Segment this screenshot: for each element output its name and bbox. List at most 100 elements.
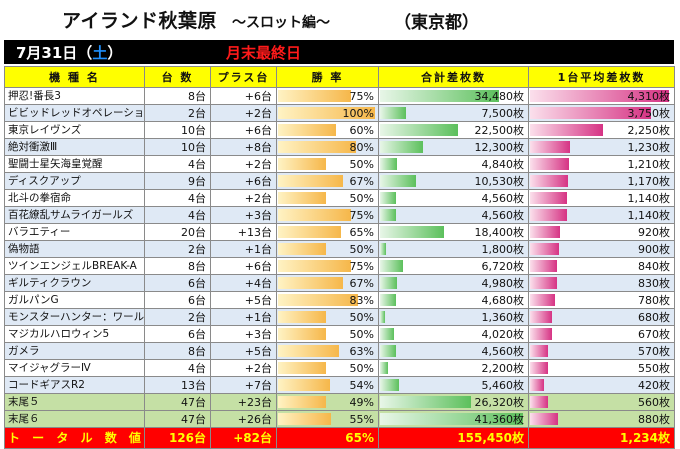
table-row: バラエティー 20台 +13台 65% 18,400枚 920枚 (4, 223, 675, 241)
plus-cell: +8台 (210, 138, 277, 156)
total-diff-cell-bar (380, 226, 444, 238)
table-header-row: 機 種 名 台 数 プラス台 勝 率 合計差枚数 1台平均差枚数 (4, 66, 675, 88)
avg-diff-cell-value: 1,170枚 (627, 174, 671, 188)
avg-diff-cell-value: 560枚 (638, 395, 670, 409)
units-cell: 2台 (144, 240, 211, 258)
units-cell: 4台 (144, 206, 211, 224)
machine-name: 東京レイヴンズ (4, 121, 145, 139)
winrate-cell: 55% (276, 410, 379, 428)
plus-cell: +3台 (210, 325, 277, 343)
total-diff-cell-value: 4,680枚 (481, 293, 525, 307)
total-diff-cell-value: 12,300枚 (474, 140, 525, 154)
units-cell: 20台 (144, 223, 211, 241)
avg-diff-cell: 550枚 (528, 359, 675, 377)
table-row: ガメラ 8台 +5台 63% 4,560枚 570枚 (4, 342, 675, 360)
units-cell: 6台 (144, 325, 211, 343)
plus-cell: +2台 (210, 189, 277, 207)
avg-diff-cell-value: 1,210枚 (627, 157, 671, 171)
total-total-diff: 155,450枚 (378, 427, 529, 449)
winrate-cell: 54% (276, 376, 379, 394)
avg-diff-cell-bar (530, 260, 558, 272)
avg-diff-cell-value: 900枚 (638, 242, 670, 256)
winrate-cell-value: 50% (349, 157, 374, 171)
avg-diff-cell: 4,310枚 (528, 87, 675, 105)
table-row: ツインエンジェルBREAK-A 8台 +6台 75% 6,720枚 840枚 (4, 257, 675, 275)
winrate-cell: 49% (276, 393, 379, 411)
avg-diff-cell-value: 1,140枚 (627, 191, 671, 205)
winrate-cell-value: 80% (349, 140, 374, 154)
winrate-cell-value: 83% (349, 293, 374, 307)
avg-diff-cell-value: 420枚 (638, 378, 670, 392)
table-row: 聖闘士星矢海皇覚醒 4台 +2台 50% 4,840枚 1,210枚 (4, 155, 675, 173)
units-cell: 6台 (144, 274, 211, 292)
total-diff-cell-value: 4,020枚 (481, 327, 525, 341)
winrate-cell-bar (278, 107, 375, 119)
table-row: ギルティクラウン 6台 +4台 67% 4,980枚 830枚 (4, 274, 675, 292)
col-header-winrate: 勝 率 (276, 66, 379, 88)
winrate-cell-bar (278, 396, 326, 408)
total-diff-cell-bar (380, 90, 500, 102)
avg-diff-cell: 830枚 (528, 274, 675, 292)
total-diff-cell: 1,360枚 (378, 308, 529, 326)
total-diff-cell-bar (380, 124, 458, 136)
total-diff-cell-value: 4,560枚 (481, 208, 525, 222)
winrate-cell: 60% (276, 121, 379, 139)
winrate-cell-value: 65% (349, 225, 374, 239)
avg-diff-cell: 3,750枚 (528, 104, 675, 122)
avg-diff-cell: 900枚 (528, 240, 675, 258)
total-diff-cell-bar (380, 311, 385, 323)
machine-name: マイジャグラーⅣ (4, 359, 145, 377)
winrate-cell-value: 54% (349, 378, 374, 392)
avg-diff-cell-value: 550枚 (638, 361, 670, 375)
plus-cell: +2台 (210, 104, 277, 122)
winrate-cell-value: 67% (349, 276, 374, 290)
winrate-cell-value: 100% (342, 106, 374, 120)
units-cell: 2台 (144, 104, 211, 122)
winrate-cell-bar (278, 175, 343, 187)
winrate-cell: 65% (276, 223, 379, 241)
units-cell: 4台 (144, 189, 211, 207)
winrate-cell-bar (278, 311, 327, 323)
total-diff-cell: 2,200枚 (378, 359, 529, 377)
total-diff-cell: 22,500枚 (378, 121, 529, 139)
total-diff-cell: 7,500枚 (378, 104, 529, 122)
total-diff-cell-value: 4,560枚 (481, 191, 525, 205)
units-cell: 9台 (144, 172, 211, 190)
col-header-avg-diff: 1台平均差枚数 (528, 66, 675, 88)
avg-diff-cell-bar (530, 277, 557, 289)
winrate-cell-bar (278, 124, 337, 136)
plus-cell: +6台 (210, 121, 277, 139)
total-diff-cell-bar (380, 277, 398, 289)
winrate-cell-bar (278, 90, 351, 102)
total-diff-cell-value: 2,200枚 (481, 361, 525, 375)
col-header-units: 台 数 (144, 66, 211, 88)
total-diff-cell-bar (380, 294, 397, 306)
winrate-cell-bar (278, 345, 340, 357)
winrate-cell-value: 60% (349, 123, 374, 137)
avg-diff-cell: 560枚 (528, 393, 675, 411)
total-diff-cell-value: 6,720枚 (481, 259, 525, 273)
col-header-machine: 機 種 名 (4, 66, 145, 88)
total-plus: +82台 (210, 427, 277, 449)
avg-diff-cell-bar (530, 90, 670, 102)
machine-name: 北斗の拳宿命 (4, 189, 145, 207)
avg-diff-cell-bar (530, 158, 570, 170)
avg-diff-cell-value: 3,750枚 (627, 106, 671, 120)
avg-diff-cell-bar (530, 294, 556, 306)
machine-name: 絶対衝激Ⅲ (4, 138, 145, 156)
avg-diff-cell-value: 680枚 (638, 310, 670, 324)
winrate-cell: 50% (276, 240, 379, 258)
winrate-cell-bar (278, 226, 342, 238)
plus-cell: +3台 (210, 206, 277, 224)
winrate-cell-value: 75% (349, 259, 374, 273)
plus-cell: +7台 (210, 376, 277, 394)
machine-name: ギルティクラウン (4, 274, 145, 292)
winrate-cell-value: 67% (349, 174, 374, 188)
winrate-cell: 67% (276, 274, 379, 292)
winrate-cell-value: 75% (349, 89, 374, 103)
total-diff-cell-bar (380, 243, 387, 255)
winrate-cell: 50% (276, 359, 379, 377)
total-diff-cell: 4,980枚 (378, 274, 529, 292)
total-diff-cell-bar (380, 413, 524, 425)
total-diff-cell: 34,480枚 (378, 87, 529, 105)
